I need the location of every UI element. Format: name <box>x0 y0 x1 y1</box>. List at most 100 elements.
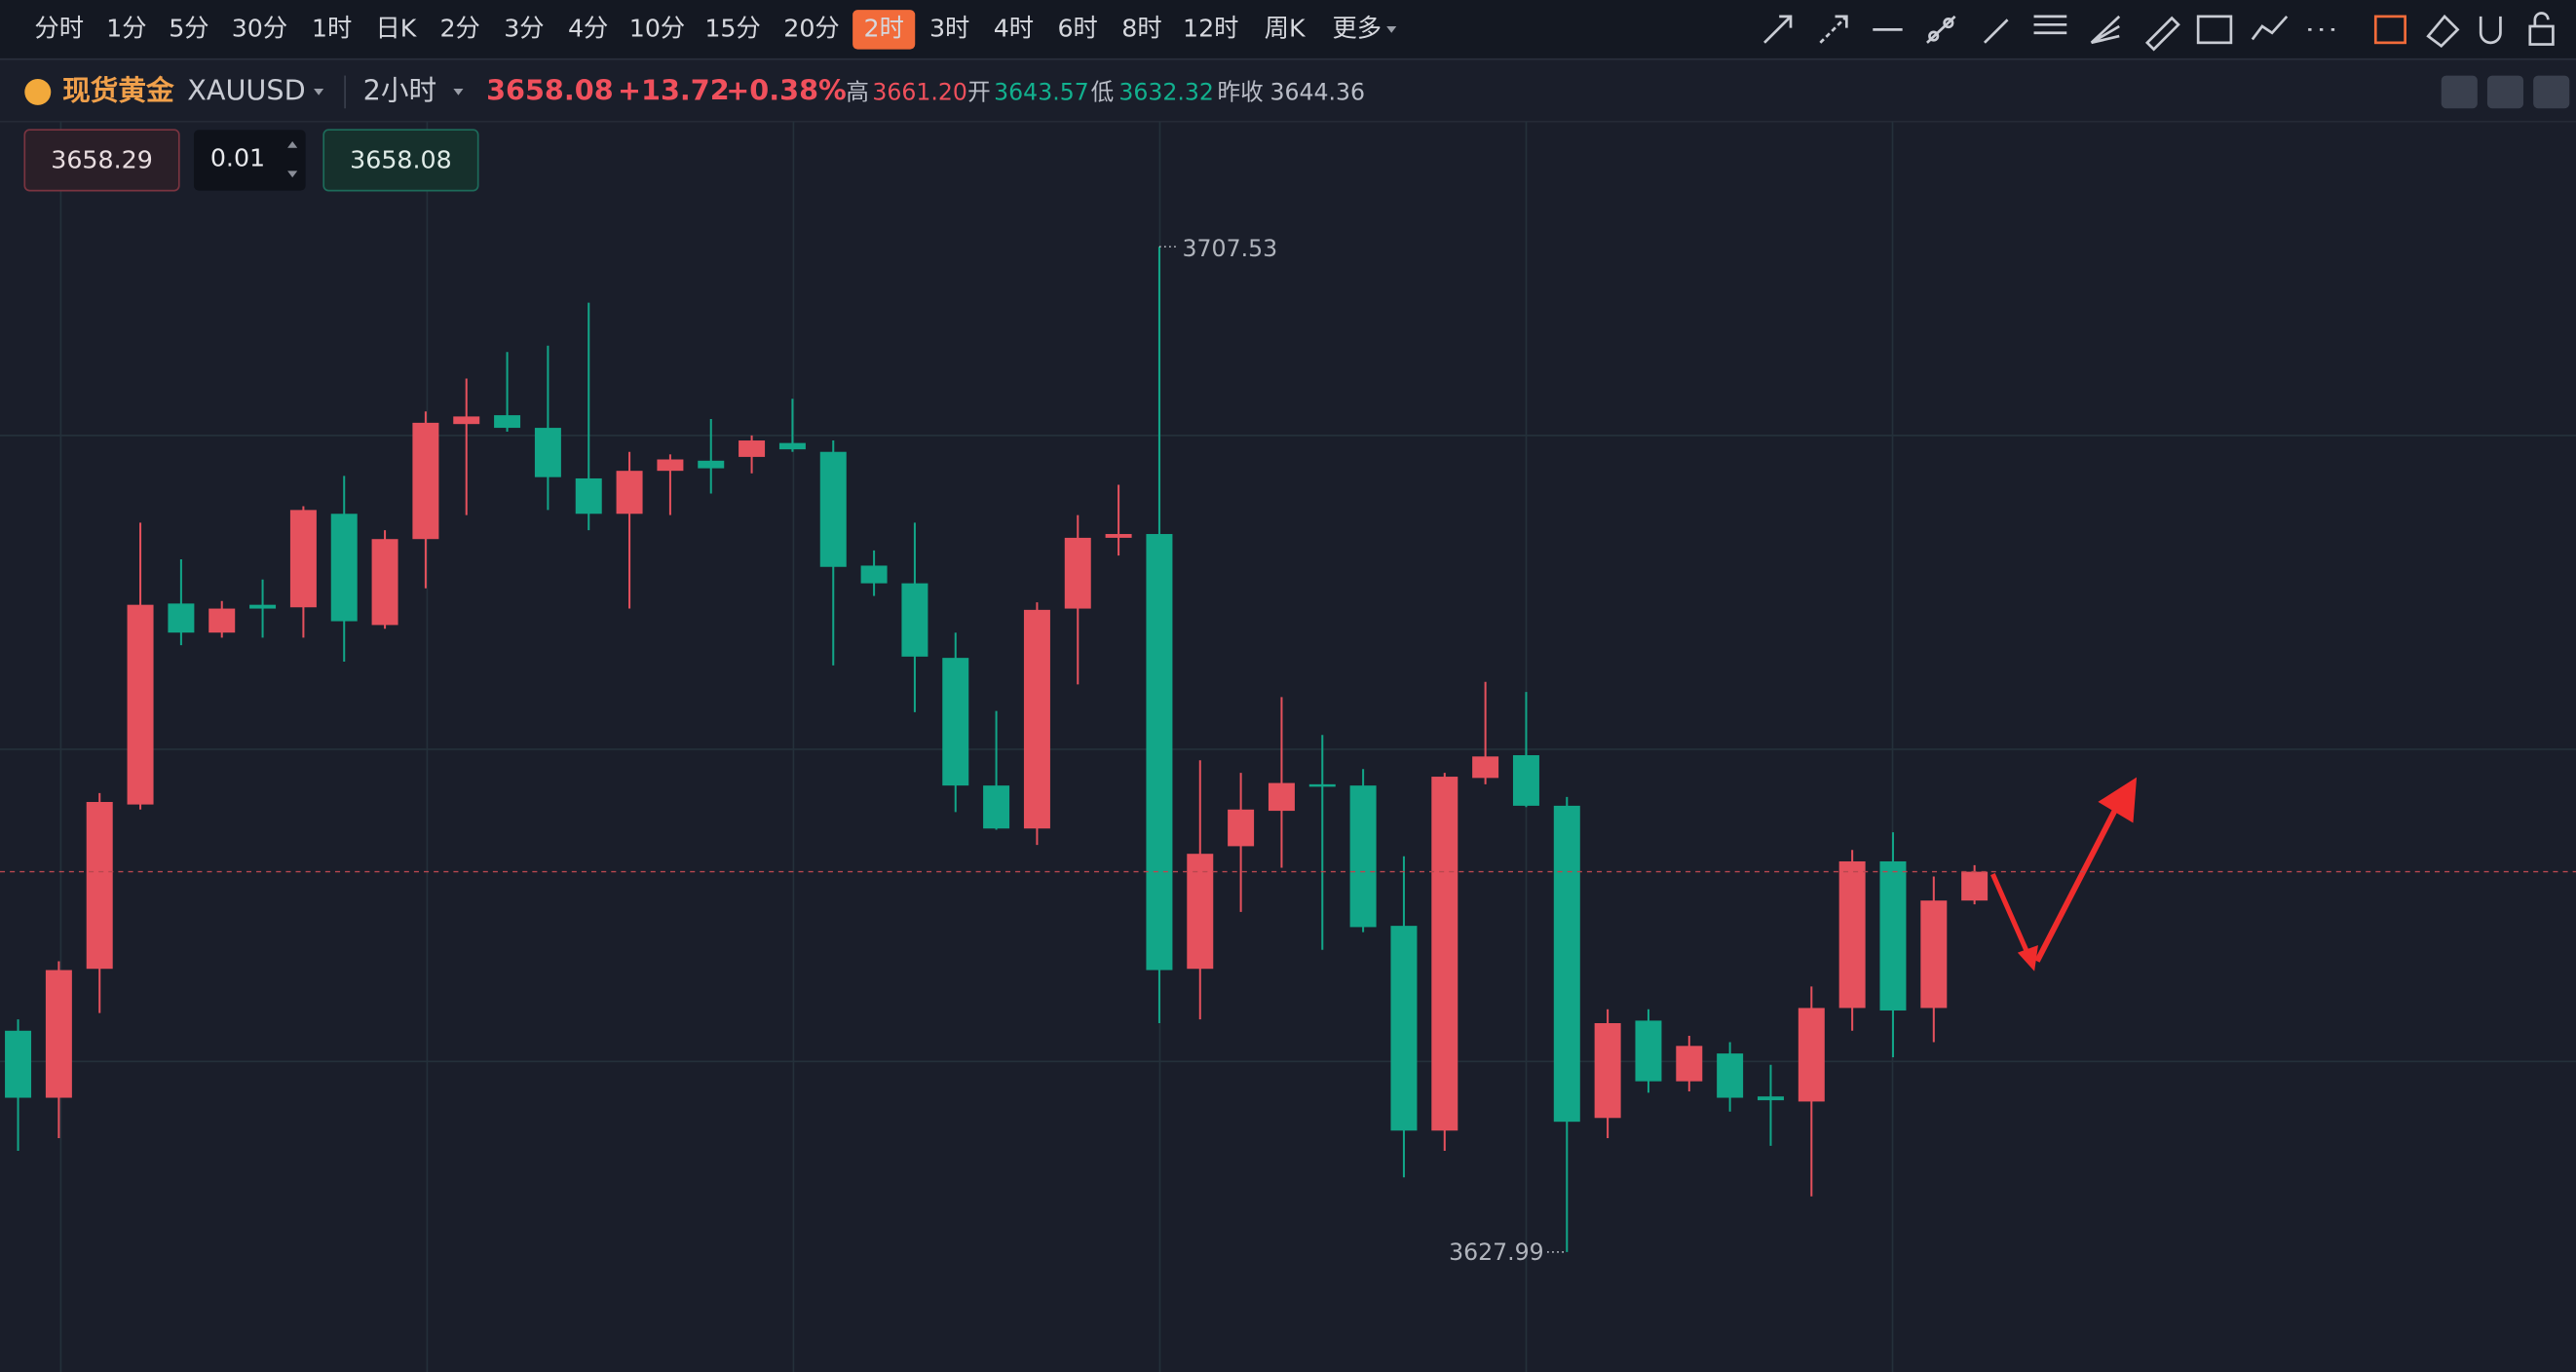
candle-body <box>575 477 602 514</box>
buy-price[interactable]: 3658.08 <box>350 145 452 173</box>
symbol-icon <box>24 78 52 105</box>
candle-body <box>616 471 643 514</box>
view-buttons[interactable] <box>2441 75 2570 109</box>
period[interactable]: 2小时 <box>363 73 437 106</box>
candle-body <box>1635 1020 1662 1082</box>
candle-body <box>1920 900 1948 1009</box>
candle-body <box>1472 756 1499 779</box>
candle-body <box>1431 777 1458 1131</box>
candle-body <box>1105 534 1132 538</box>
interval-button[interactable]: 2分 <box>439 14 479 42</box>
candle-body <box>860 565 888 584</box>
interval-button[interactable]: 更多 <box>1333 14 1383 42</box>
candle-body <box>778 442 806 450</box>
interval-button[interactable]: 20分 <box>783 14 839 42</box>
price-change: +13.72 <box>618 73 730 106</box>
prev-close-value: 3644.36 <box>1269 79 1365 106</box>
interval-button[interactable]: 2时 <box>864 14 904 42</box>
candle-body <box>1308 783 1336 787</box>
candle-body <box>1838 860 1866 1009</box>
candle-body <box>249 604 277 609</box>
candle-body <box>1676 1046 1703 1082</box>
high-value: 3661.20 <box>872 79 967 106</box>
open-value: 3643.57 <box>994 79 1089 106</box>
candle-body <box>901 583 928 657</box>
candle-body <box>5 1030 32 1098</box>
last-price: 3658.08 <box>486 73 614 106</box>
interval-button[interactable]: 10分 <box>629 14 685 42</box>
candle-body <box>168 603 195 633</box>
price-change-pct: +0.38% <box>726 73 846 106</box>
interval-button[interactable]: 分时 <box>34 14 84 42</box>
drawing-tools[interactable] <box>1763 12 2555 52</box>
candle-body <box>1512 755 1539 806</box>
candle-body <box>1757 1096 1784 1101</box>
candle-body <box>86 802 113 970</box>
candle-body <box>1023 609 1050 829</box>
symbol-name[interactable]: 现货黄金 <box>62 73 174 106</box>
interval-button[interactable]: 15分 <box>704 14 760 42</box>
interval-button[interactable]: 1分 <box>106 14 146 42</box>
high-label: 高 <box>846 79 869 106</box>
candle-body <box>739 440 766 457</box>
low-label: 低 <box>1091 79 1115 106</box>
candle-body <box>208 608 236 633</box>
candle-body <box>330 514 358 622</box>
candle-body <box>1228 809 1255 847</box>
candle-body <box>1553 805 1580 1123</box>
candle-body <box>453 416 480 425</box>
interval-button[interactable]: 12时 <box>1183 14 1238 42</box>
symbol-code[interactable]: XAUUSD <box>187 73 305 106</box>
sell-price[interactable]: 3658.29 <box>51 145 153 173</box>
candle-body <box>1961 871 1989 901</box>
candle-body <box>1268 782 1295 812</box>
candle-body <box>1798 1008 1825 1102</box>
candle-body <box>1349 785 1377 928</box>
max-price-label: 3707.53 <box>1183 235 1278 262</box>
candle-body <box>942 658 969 786</box>
candle-body <box>1594 1023 1621 1119</box>
symbol-dropdown[interactable] <box>314 89 324 95</box>
interval-button[interactable]: 4分 <box>568 14 608 42</box>
period-dropdown[interactable] <box>453 89 464 95</box>
interval-button[interactable]: 1时 <box>312 14 352 42</box>
candle-body <box>289 510 317 608</box>
candle-body <box>1146 534 1173 971</box>
low-value: 3632.32 <box>1118 79 1214 106</box>
candle-body <box>412 422 439 540</box>
candle-body <box>1717 1053 1744 1098</box>
candle-body <box>1187 854 1214 970</box>
interval-button[interactable]: 6时 <box>1057 14 1097 42</box>
interval-button[interactable]: 3时 <box>929 14 969 42</box>
annotation-arrows <box>1990 777 2138 972</box>
more-dropdown[interactable] <box>1386 25 1397 33</box>
candle-body <box>534 428 561 477</box>
open-label: 开 <box>967 79 991 106</box>
quantity[interactable]: 0.01 <box>210 144 265 172</box>
candle-body <box>819 451 847 567</box>
candle-body <box>1879 860 1907 1011</box>
interval-button[interactable]: 4时 <box>994 14 1034 42</box>
candle-body <box>127 604 154 805</box>
sell-button[interactable] <box>23 129 180 192</box>
candle-body <box>45 970 72 1098</box>
interval-button[interactable]: 5分 <box>169 14 208 42</box>
interval-button[interactable]: 8时 <box>1121 14 1161 42</box>
quantity-input[interactable] <box>193 130 306 191</box>
interval-button[interactable]: 周K <box>1265 14 1307 42</box>
min-price-label: 3627.99 <box>1449 1239 1544 1266</box>
selected-interval-bg <box>852 10 916 50</box>
interval-button[interactable]: 30分 <box>232 14 287 42</box>
buy-button[interactable] <box>322 129 479 192</box>
toolbar <box>0 0 2576 59</box>
interval-button[interactable]: 3分 <box>504 14 544 42</box>
candle-body <box>494 415 521 429</box>
prev-close-label: 昨收 <box>1217 79 1263 106</box>
candle-body <box>698 460 725 469</box>
candle-body <box>657 459 684 472</box>
interval-button[interactable]: 日K <box>375 14 417 42</box>
candle-body <box>1064 537 1091 609</box>
